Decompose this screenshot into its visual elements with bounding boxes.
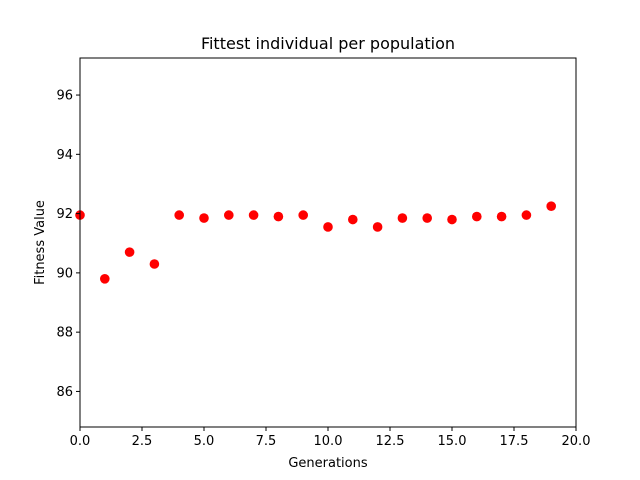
data-point [149,259,160,269]
x-axis-label: Generations [288,456,368,471]
data-point [397,213,408,223]
x-tick-label: 12.5 [376,434,405,449]
x-axis: 0.0 2.5 5.0 7.5 10.0 12.5 15.0 17.5 20.0 [70,427,591,449]
x-tick-label: 0.0 [70,434,91,449]
x-tick-label: 2.5 [132,434,153,449]
data-point [199,213,209,223]
data-point [521,210,532,220]
data-point [422,213,433,223]
data-point [323,222,333,232]
data-point [174,210,184,220]
data-point [496,211,507,222]
data-point [224,210,234,220]
data-point [298,210,309,220]
y-tick-label: 86 [56,385,73,400]
data-point [124,247,135,257]
y-axis-label: Fitness Value [33,200,48,285]
x-tick-label: 20.0 [562,434,591,449]
data-point [472,211,482,222]
plot-area [75,201,556,284]
y-tick-label: 90 [56,266,73,281]
data-point [248,210,259,220]
data-point [546,201,556,211]
x-tick-label: 10.0 [314,434,343,449]
x-tick-label: 15.0 [438,434,467,449]
y-tick-label: 94 [56,148,73,163]
data-point [100,274,110,284]
y-tick-label: 92 [56,207,73,222]
chart-title: Fittest individual per population [201,34,455,53]
x-tick-label: 7.5 [256,434,277,449]
data-point [447,214,457,225]
y-tick-label: 88 [56,326,73,341]
data-point [273,211,284,222]
x-tick-label: 5.0 [194,434,215,449]
y-axis: 86 88 90 92 94 96 [56,89,80,400]
data-point [348,214,358,225]
data-point [372,222,383,232]
y-tick-label: 96 [56,89,73,104]
x-tick-label: 17.5 [500,434,529,449]
